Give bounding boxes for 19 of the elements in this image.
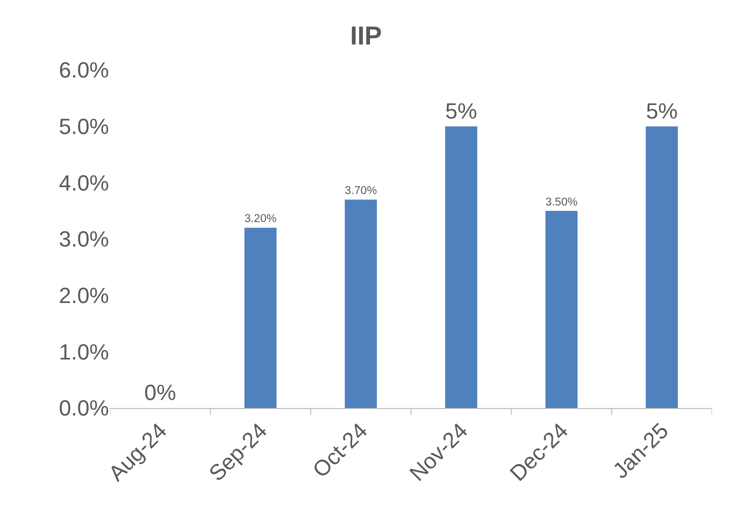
bar [445, 126, 478, 408]
data-label: 0% [144, 380, 176, 405]
y-tick-label: 6.0% [58, 58, 109, 83]
data-label: 3.20% [244, 213, 277, 226]
y-tick-label: 0.0% [58, 396, 109, 421]
chart-title: IIP [350, 20, 382, 51]
bar [244, 228, 277, 408]
y-tick-label: 2.0% [58, 283, 109, 308]
bar [344, 200, 377, 408]
bar [545, 210, 578, 408]
data-label: 5% [646, 98, 678, 124]
data-label: 5% [445, 98, 478, 124]
data-label: 3.70% [344, 184, 377, 197]
y-tick-label: 5.0% [58, 114, 109, 140]
data-label: 3.50% [545, 196, 578, 208]
y-tick-label: 4.0% [58, 170, 109, 196]
y-tick-label: 1.0% [58, 339, 109, 364]
bar [646, 126, 678, 408]
y-tick-label: 3.0% [58, 226, 109, 252]
